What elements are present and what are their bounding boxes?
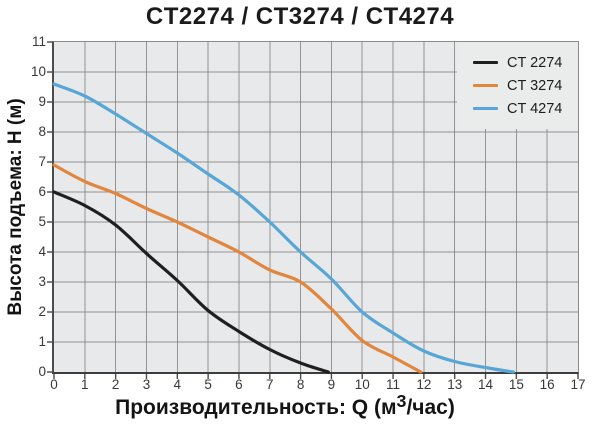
plot-canvas (47, 41, 579, 379)
legend-entry: CT 3274 (473, 78, 578, 94)
legend-swatch (473, 84, 498, 87)
x-tick-label: 13 (447, 377, 463, 392)
x-tick-label: 10 (354, 377, 370, 392)
y-tick-label: 7 (38, 154, 46, 169)
x-tick-label: 17 (570, 377, 586, 392)
x-tick-label: 15 (508, 377, 524, 392)
legend-label: CT 4274 (507, 100, 563, 117)
x-tick-label: 14 (478, 377, 494, 392)
legend-swatch (473, 107, 498, 110)
x-tick-label: 3 (142, 377, 151, 392)
x-tick-label: 2 (111, 377, 120, 392)
y-tick-label: 5 (38, 214, 46, 229)
curve-ct-4274 (52, 82, 515, 374)
y-tick-label: 8 (38, 124, 46, 139)
x-axis-title-superscript: 3 (396, 391, 407, 412)
x-axis-title-text: Производительность: Q (м (115, 396, 397, 419)
legend: CT 2274 CT 3274 CT 4274 (457, 42, 578, 129)
y-tick-label: 3 (38, 274, 46, 289)
x-tick-label: 8 (296, 377, 305, 392)
x-tick-label: 7 (265, 377, 274, 392)
chart-title: CT2274 / CT3274 / CT4274 (145, 3, 455, 30)
y-tick-label: 6 (38, 184, 46, 199)
legend-entry: CT 2274 (473, 55, 578, 71)
legend-swatch (473, 61, 498, 64)
x-tick-label: 4 (173, 377, 182, 392)
legend-label: CT 2274 (507, 54, 563, 71)
y-tick-label: 9 (38, 94, 46, 109)
x-tick-label: 1 (81, 377, 89, 392)
x-axis-title: Производительность: Q (м3/час) (0, 391, 570, 420)
x-tick-label: 12 (416, 377, 432, 392)
x-axis-title-unit: /час) (406, 396, 455, 419)
y-tick-label: 0 (38, 364, 46, 379)
x-tick-label: 6 (235, 377, 243, 392)
x-tick-label: 16 (539, 377, 555, 392)
x-tick-label: 5 (204, 377, 212, 392)
x-tick-label: 0 (50, 377, 58, 392)
curve-ct-3274 (52, 163, 423, 374)
y-tick-label: 11 (31, 34, 46, 49)
y-tick-label: 1 (38, 334, 46, 349)
legend-label: CT 3274 (507, 77, 563, 94)
legend-entry: CT 4274 (473, 101, 578, 117)
x-tick-label: 9 (327, 377, 336, 392)
curve-ct-2274 (52, 190, 330, 374)
x-tick-label: 11 (386, 377, 401, 392)
y-tick-label: 4 (38, 244, 46, 259)
y-tick-label: 10 (30, 64, 46, 79)
plot-area: CT 2274 CT 3274 CT 4274 (47, 41, 579, 379)
y-tick-label: 2 (38, 304, 46, 319)
